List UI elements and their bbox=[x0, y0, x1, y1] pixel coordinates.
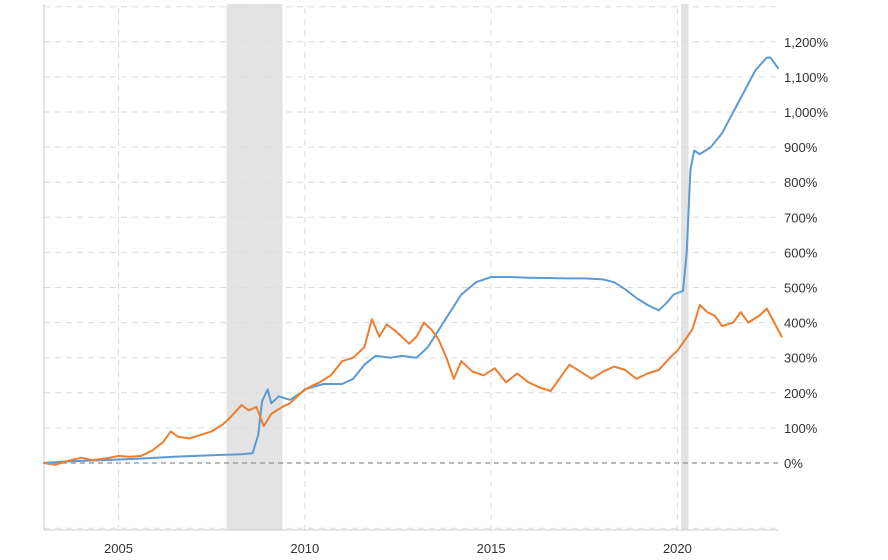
y-tick-label: 1,100% bbox=[784, 70, 829, 85]
y-tick-label: 900% bbox=[784, 140, 818, 155]
y-tick-label: 300% bbox=[784, 351, 818, 366]
tick-labels: 0% 100% 200% 300% 400% 500% 600% 700% 800% 900% 1,… bbox=[104, 35, 828, 556]
y-tick-label: 100% bbox=[784, 421, 818, 436]
recession-band bbox=[226, 4, 283, 530]
series-line-1 bbox=[43, 56, 779, 464]
series-group bbox=[43, 56, 783, 466]
y-tick-label: 700% bbox=[784, 210, 818, 225]
axes bbox=[43, 4, 778, 531]
y-tick-label: 800% bbox=[784, 175, 818, 190]
y-tick-label: 1,200% bbox=[784, 35, 829, 50]
x-tick-label: 2010 bbox=[290, 541, 319, 556]
y-tick-label: 600% bbox=[784, 245, 818, 260]
y-tick-label: 200% bbox=[784, 386, 818, 401]
x-tick-label: 2020 bbox=[663, 541, 692, 556]
y-tick-label: 400% bbox=[784, 316, 818, 331]
y-tick-label: 0% bbox=[784, 456, 803, 471]
x-tick-label: 2015 bbox=[477, 541, 506, 556]
grid-lines bbox=[44, 6, 778, 530]
x-tick-label: 2005 bbox=[104, 541, 133, 556]
y-tick-label: 500% bbox=[784, 281, 818, 296]
recession-bands bbox=[226, 4, 689, 530]
series-line-2 bbox=[43, 304, 783, 466]
y-tick-label: 1,000% bbox=[784, 105, 829, 120]
